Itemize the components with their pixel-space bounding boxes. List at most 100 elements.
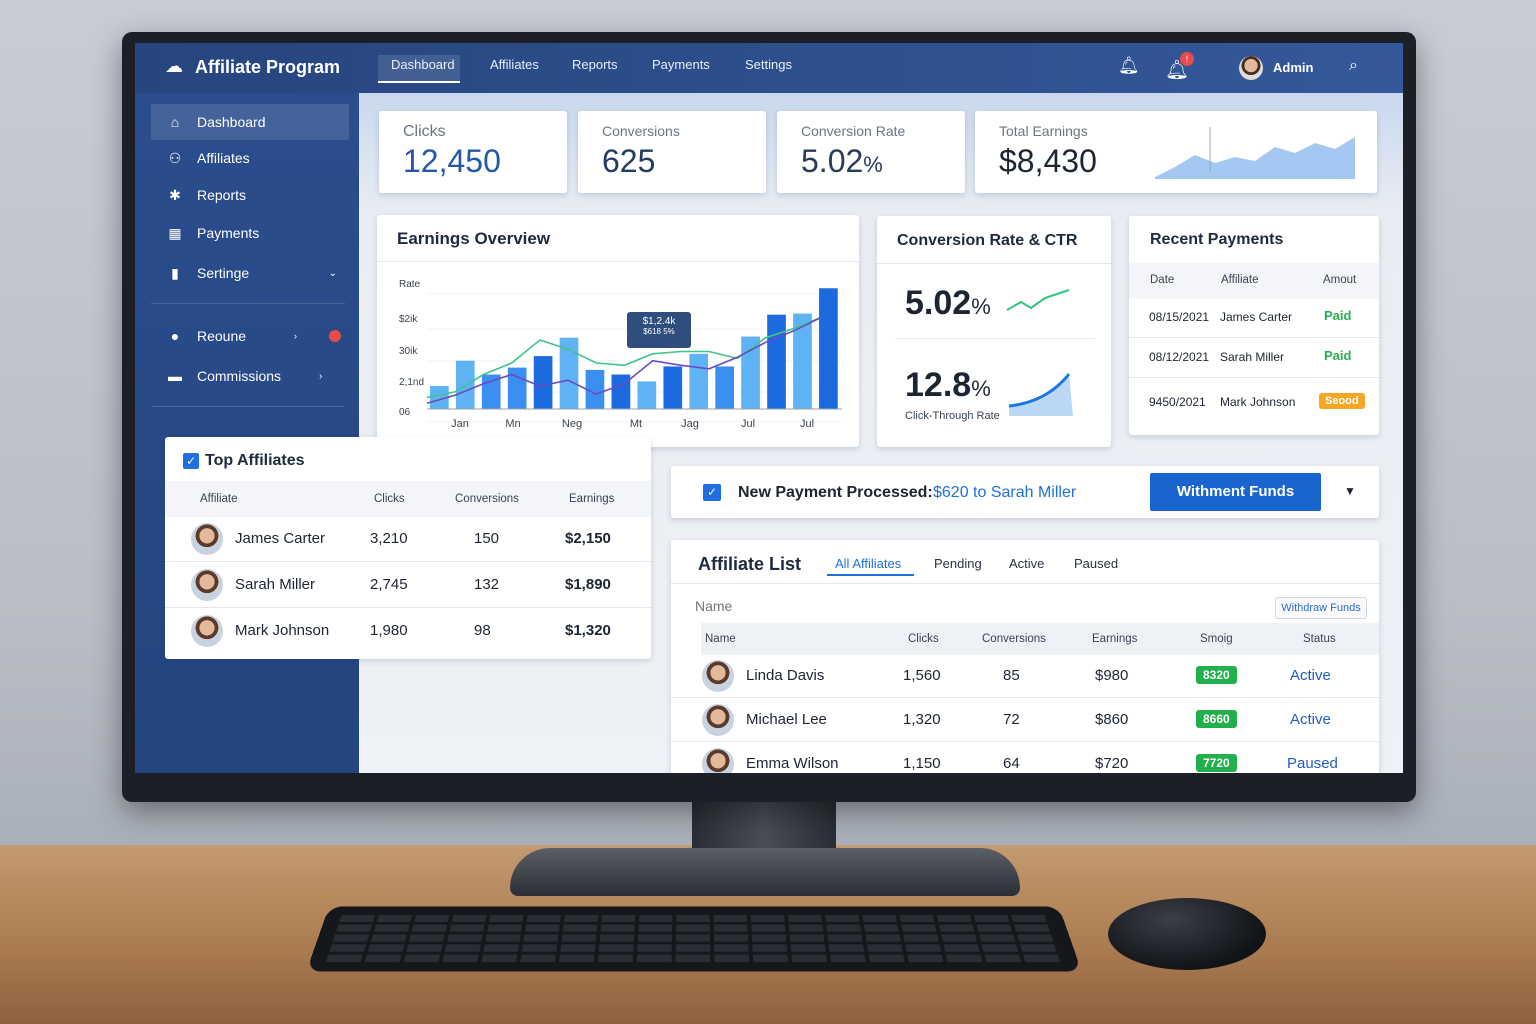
x-tick-label: Mn [505,418,520,430]
notice-detail[interactable]: $620 to Sarah Miller [933,484,1077,501]
sidebar-item-dashboard[interactable]: ⌂ Dashboard [151,104,349,140]
tab-active[interactable]: Active [1009,556,1045,571]
conversion-rate-value: 5.02 [905,284,972,322]
conversions: 85 [1003,667,1020,684]
tab-all-affiliates[interactable]: All Affiliates [835,556,902,571]
nav-reports[interactable]: Reports [572,57,618,72]
sidebar-item-affiliates[interactable]: ⚇ Affiliates [151,140,349,176]
affiliate-name: James Carter [235,530,326,547]
y-tick-label: 30ik [399,346,418,357]
column-header: Clicks [908,633,939,645]
nav-payments[interactable]: Payments [652,57,710,72]
card-title: Conversion Rate & CTR [897,232,1078,249]
bar[interactable] [559,337,579,409]
bar[interactable] [611,374,631,410]
stat-value: 12,450 [403,143,501,179]
payment-affiliate: Mark Johnson [1220,395,1296,409]
bell-icon[interactable]: 🔔︎ [1118,56,1140,75]
stat-unit: % [863,152,883,177]
earnings-overview-card: Earnings Overview Rate $2ik 30ik 2,1nd 06 Jan… [377,215,859,447]
active-tab-indicator [827,574,914,576]
stat-label: Conversions [602,123,680,139]
sidebar-item-reports[interactable]: ✱ Reports [151,177,349,213]
ctr-label: Click-Through Rate [905,410,1000,422]
conversions: 132 [474,576,500,593]
score-badge: 8320 [1196,666,1237,684]
conversions: 72 [1003,711,1020,728]
x-tick-label: Jul [800,418,814,430]
wallet-icon: ▬ [168,368,182,384]
avatar [191,569,223,601]
sidebar-item-label: Reoune [197,328,247,344]
conversions: 98 [474,622,491,639]
earnings-chart: Rate $2ik 30ik 2,1nd 06 Jan Mn Neg Mt Jag Jul Jul [399,279,842,430]
nav-dashboard[interactable]: Dashboard [391,57,455,72]
bar[interactable] [507,367,527,409]
withdraw-funds-button[interactable]: Withment Funds [1150,473,1321,511]
tab-paused[interactable]: Paused [1074,556,1119,571]
reports-icon: ✱ [169,186,181,203]
column-header: Conversions [982,633,1046,645]
sidebar: ⌂ Dashboard ⚇ Affiliates ✱ Reports ▦ Payment… [135,93,359,773]
sidebar-item-label: Reports [197,187,247,203]
bar[interactable] [533,356,553,409]
affiliate-name: Michael Lee [746,711,827,728]
bar[interactable] [430,386,449,409]
payment-date: 9450/2021 [1149,395,1206,409]
app-title: Affiliate Program [195,57,341,77]
chevron-right-icon: › [319,370,323,382]
payment-status-badge: Seood [1319,393,1365,409]
top-affiliates-card: ✓ Top Affiliates Affiliate Clicks Conver… [165,437,651,659]
chevron-down-icon: ⌄ [328,267,337,279]
payment-affiliate: Sarah Miller [1220,350,1285,364]
avatar [191,523,223,555]
bar[interactable] [663,366,683,409]
earnings: $1,890 [565,576,611,593]
payment-status-badge: Paid [1324,348,1352,363]
divider [671,583,1379,584]
bar[interactable] [715,366,734,409]
score-badge: 7720 [1196,754,1237,772]
divider [151,303,345,304]
caret-down-icon[interactable]: ▼ [1344,484,1356,498]
nav-affiliates[interactable]: Affiliates [490,57,539,72]
bar[interactable] [767,314,786,409]
clicks: 3,210 [370,530,408,547]
clicks: 2,745 [370,576,408,593]
bar[interactable] [793,313,812,409]
sidebar-item-commissions[interactable]: ▬ Commissions › [151,358,349,394]
admin-label[interactable]: Admin [1273,60,1314,75]
bar[interactable] [585,369,605,409]
withdraw-funds-small-button[interactable]: Withdraw Funds [1275,597,1367,619]
series-line [426,316,823,399]
y-tick-label: 06 [399,407,411,418]
bar[interactable] [637,381,657,409]
keyboard [306,906,1082,972]
earnings: $860 [1095,711,1129,728]
table-header [701,623,1379,655]
column-header: Amout [1323,274,1357,286]
bar[interactable] [819,288,838,409]
sidebar-item-settings[interactable]: ▮ Sertinge ⌄ [151,255,349,291]
notice-label: New Payment Processed: [738,484,933,501]
bar[interactable] [689,353,709,409]
tab-pending[interactable]: Pending [934,556,982,571]
name-search-input[interactable] [695,594,995,618]
sidebar-item-label: Affiliates [197,150,250,166]
bar[interactable] [741,336,760,409]
avatar [702,704,734,736]
notification-badge: ! [1180,52,1194,66]
payment-notification: ✓ New Payment Processed: $620 to Sarah M… [671,466,1379,518]
column-header: Smoig [1200,633,1233,645]
x-tick-label: Mt [630,418,642,430]
admin-avatar[interactable] [1239,56,1263,80]
divider [377,261,859,262]
circle-icon: ● [170,328,180,344]
search-icon[interactable]: ⌕ [1349,57,1358,74]
earnings: $980 [1095,667,1129,684]
sidebar-item-reoune[interactable]: ● Reoune › [151,318,349,354]
sidebar-item-payments[interactable]: ▦ Payments [151,215,349,251]
payment-affiliate: James Carter [1220,310,1293,324]
card-title: Top Affiliates [205,452,305,469]
nav-settings[interactable]: Settings [745,57,792,72]
